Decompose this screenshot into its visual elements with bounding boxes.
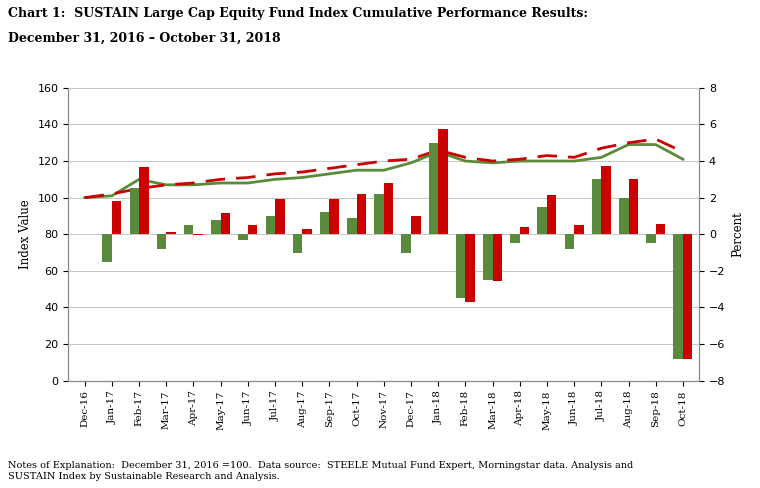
Bar — [483, 234, 492, 280]
Bar — [629, 179, 638, 234]
Bar — [646, 234, 656, 244]
Bar — [601, 166, 611, 234]
Text: December 31, 2016 – October 31, 2018: December 31, 2016 – October 31, 2018 — [8, 32, 280, 45]
Bar — [166, 232, 176, 234]
Bar — [139, 166, 149, 234]
Bar — [129, 188, 139, 234]
Y-axis label: Index Value: Index Value — [19, 200, 32, 269]
Bar — [347, 218, 356, 234]
Bar — [411, 216, 420, 234]
Bar — [565, 234, 574, 249]
Bar — [401, 234, 411, 253]
Bar — [374, 194, 384, 234]
Bar — [194, 234, 203, 235]
Bar — [520, 227, 529, 234]
Bar — [683, 234, 692, 359]
Bar — [456, 234, 465, 298]
Bar — [293, 234, 302, 253]
Bar — [184, 225, 194, 234]
Bar — [592, 180, 601, 234]
Text: Chart 1:  SUSTAIN Large Cap Equity Fund Index Cumulative Performance Results:: Chart 1: SUSTAIN Large Cap Equity Fund I… — [8, 7, 587, 20]
Bar — [656, 224, 665, 234]
Y-axis label: Percent: Percent — [731, 211, 744, 257]
Bar — [329, 199, 339, 234]
Bar — [320, 212, 329, 234]
Bar — [619, 198, 629, 234]
Bar — [356, 194, 366, 234]
Bar — [157, 234, 166, 249]
Bar — [384, 183, 394, 234]
Bar — [465, 234, 475, 302]
Bar — [574, 225, 584, 234]
Bar — [220, 213, 230, 234]
Bar — [248, 225, 258, 234]
Bar — [510, 234, 520, 244]
Bar — [537, 207, 547, 234]
Bar — [211, 220, 220, 234]
Bar — [547, 195, 556, 234]
Bar — [429, 142, 439, 234]
Bar — [265, 216, 275, 234]
Bar — [239, 234, 248, 240]
Bar — [112, 201, 122, 234]
Bar — [103, 234, 112, 262]
Bar — [439, 129, 448, 234]
Bar — [492, 234, 502, 281]
Bar — [275, 199, 284, 234]
Bar — [673, 234, 683, 359]
Bar — [302, 228, 312, 234]
Text: Notes of Explanation:  December 31, 2016 =100.  Data source:  STEELE Mutual Fund: Notes of Explanation: December 31, 2016 … — [8, 461, 633, 481]
